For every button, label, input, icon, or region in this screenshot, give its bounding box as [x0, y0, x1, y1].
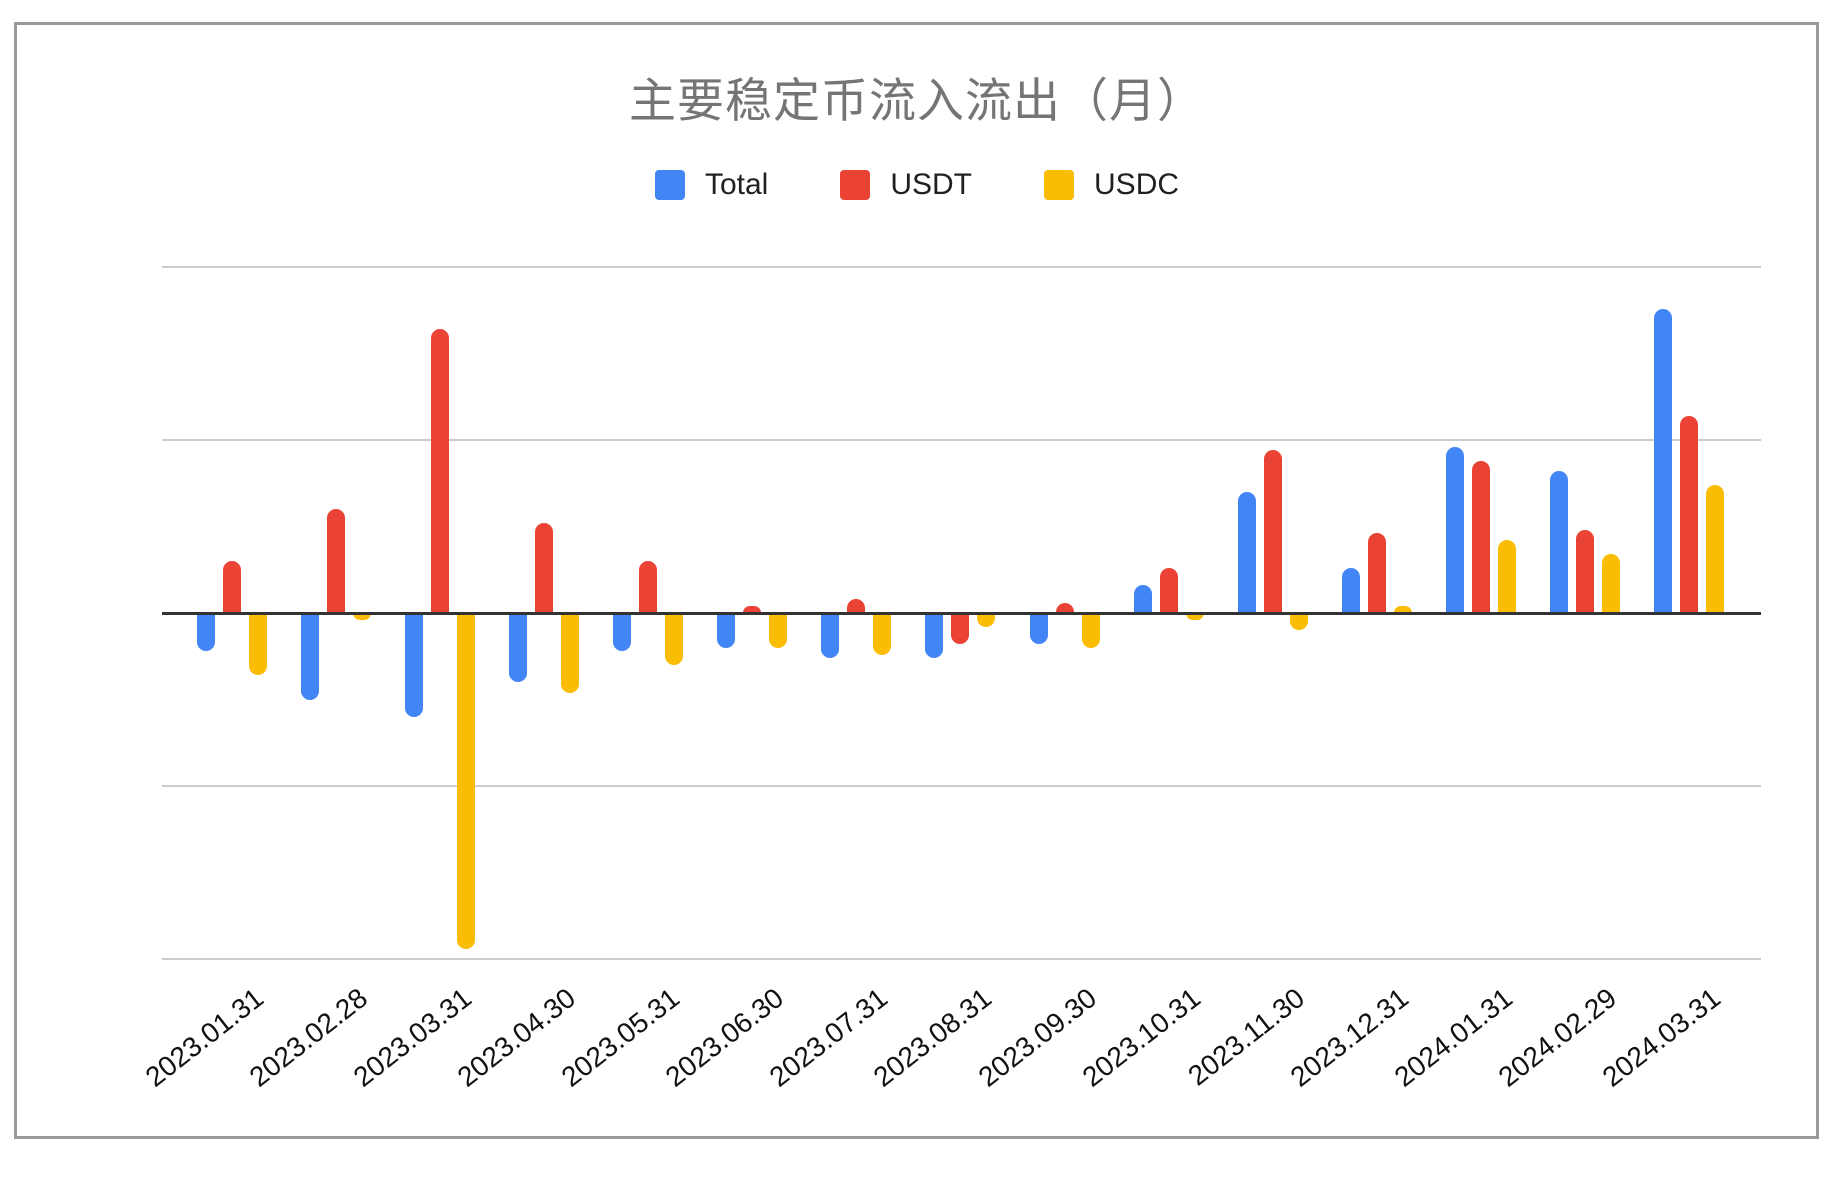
- bar-usdc-2024.02.29: [1601, 554, 1620, 613]
- bar-usdt-2023.10.31: [1159, 568, 1178, 613]
- bar-usdt-2023.02.28: [327, 509, 346, 613]
- y-tick-label: [40, 939, 150, 979]
- legend-swatch-total: [654, 170, 685, 200]
- legend-item-usdt: USDT: [840, 168, 972, 202]
- bar-total-2023.04.30: [509, 613, 528, 683]
- bar-total-2023.12.31: [1341, 568, 1360, 613]
- bar-usdc-2024.01.31: [1497, 540, 1516, 613]
- legend-item-usdc: USDC: [1044, 168, 1179, 202]
- bar-usdc-2024.03.31: [1705, 484, 1724, 613]
- bar-usdc-2023.04.30: [561, 613, 580, 693]
- bar-usdt-2024.03.31: [1679, 415, 1698, 613]
- bar-usdt-2023.06.30: [743, 606, 762, 613]
- chart-title: 主要稳定币流入流出（月）: [629, 74, 1205, 127]
- gridline-50: [162, 439, 1761, 441]
- bar-usdt-2023.07.31: [847, 599, 866, 613]
- bar-usdc-2023.05.31: [665, 613, 684, 665]
- bar-usdc-2023.02.28: [353, 613, 372, 620]
- bar-total-2023.09.30: [1029, 613, 1048, 645]
- bar-usdt-2023.05.31: [639, 561, 658, 613]
- bar-total-2023.05.31: [613, 613, 632, 652]
- bar-usdt-2023.09.30: [1055, 602, 1074, 613]
- bar-usdc-2023.01.31: [249, 613, 267, 676]
- bar-usdc-2023.12.31: [1393, 606, 1412, 613]
- bar-total-2023.11.30: [1237, 491, 1256, 613]
- y-tick-label: [40, 247, 150, 287]
- bar-total-2024.03.31: [1653, 308, 1672, 613]
- bar-usdc-2023.10.31: [1185, 613, 1204, 620]
- gridline--50: [162, 785, 1761, 787]
- legend-swatch-usdt: [840, 170, 871, 200]
- bar-usdt-2023.08.31: [951, 613, 970, 645]
- bar-usdt-2023.11.30: [1263, 450, 1282, 613]
- bar-usdt-2024.01.31: [1471, 460, 1490, 613]
- bar-total-2023.02.28: [301, 613, 320, 700]
- gridline--100: [162, 958, 1761, 960]
- legend-label: USDT: [890, 168, 973, 201]
- bar-usdc-2023.11.30: [1289, 613, 1308, 631]
- bar-usdt-2024.02.29: [1575, 529, 1594, 613]
- zero-axis-line: [162, 612, 1761, 615]
- legend-label: Total: [704, 168, 769, 201]
- bar-usdc-2023.03.31: [457, 613, 476, 949]
- y-tick-label: [40, 420, 150, 460]
- y-tick-label: [40, 593, 150, 633]
- legend-swatch-usdc: [1044, 170, 1075, 200]
- bar-usdc-2023.06.30: [769, 613, 788, 648]
- bar-total-2024.01.31: [1445, 446, 1464, 613]
- bar-total-2023.10.31: [1133, 585, 1152, 613]
- chart-frame: [14, 22, 1819, 1139]
- bar-usdt-2023.12.31: [1367, 533, 1386, 613]
- bar-total-2023.07.31: [821, 613, 840, 658]
- bar-usdc-2023.08.31: [977, 613, 996, 627]
- chart-legend: Total USDT USDC: [0, 168, 1834, 202]
- bar-total-2023.03.31: [405, 613, 424, 717]
- bar-usdc-2023.09.30: [1081, 613, 1100, 648]
- bar-total-2024.02.29: [1549, 471, 1568, 613]
- gridline-100: [162, 266, 1761, 268]
- bar-total-2023.06.30: [717, 613, 736, 648]
- bar-total-2023.01.31: [197, 613, 215, 652]
- bar-usdt-2023.04.30: [535, 523, 554, 613]
- legend-item-total: Total: [654, 168, 769, 202]
- legend-label: USDC: [1094, 168, 1180, 201]
- bar-usdc-2023.07.31: [873, 613, 892, 655]
- bar-usdt-2023.01.31: [223, 561, 241, 613]
- bar-usdt-2023.03.31: [431, 329, 450, 613]
- bar-total-2023.08.31: [925, 613, 944, 658]
- y-tick-label: [40, 766, 150, 806]
